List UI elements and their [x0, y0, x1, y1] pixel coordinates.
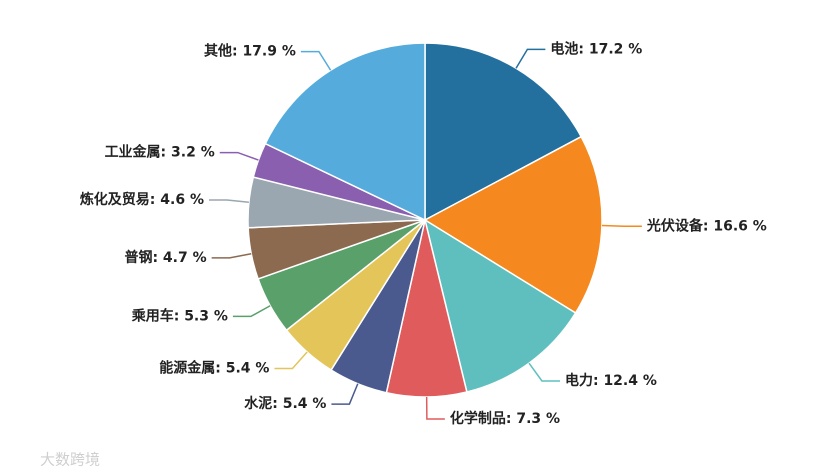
slice-label: 化学制品: 7.3 % — [450, 410, 560, 427]
slice-label: 光伏设备: 16.6 % — [646, 217, 767, 234]
slice-label: 普钢: 4.7 % — [124, 249, 206, 266]
leader-line — [528, 362, 560, 382]
leader-line — [232, 305, 271, 318]
leader-line — [601, 224, 642, 228]
slice-label: 其他: 17.9 % — [204, 43, 296, 60]
leader-line — [209, 199, 249, 203]
slice-label: 能源金属: 5.4 % — [159, 359, 269, 376]
slice-label: 电池: 17.2 % — [550, 40, 642, 57]
slice-label: 炼化及贸易: 4.6 % — [80, 191, 204, 208]
leader-line — [515, 48, 546, 69]
watermark: 大数跨境 — [40, 451, 100, 469]
leader-line — [425, 396, 445, 420]
pie-slice — [423, 218, 577, 393]
pie-slice — [423, 135, 603, 314]
leader-line — [219, 151, 259, 161]
leader-line — [274, 351, 308, 370]
leader-line — [300, 50, 332, 71]
slice-label: 电力: 12.4 % — [565, 372, 657, 389]
slice-label: 工业金属: 3.2 % — [105, 144, 215, 161]
leader-line — [331, 383, 359, 405]
leader-line — [211, 252, 252, 259]
slice-label: 乘用车: 5.3 % — [131, 307, 228, 324]
slice-label: 水泥: 5.4 % — [244, 395, 326, 412]
